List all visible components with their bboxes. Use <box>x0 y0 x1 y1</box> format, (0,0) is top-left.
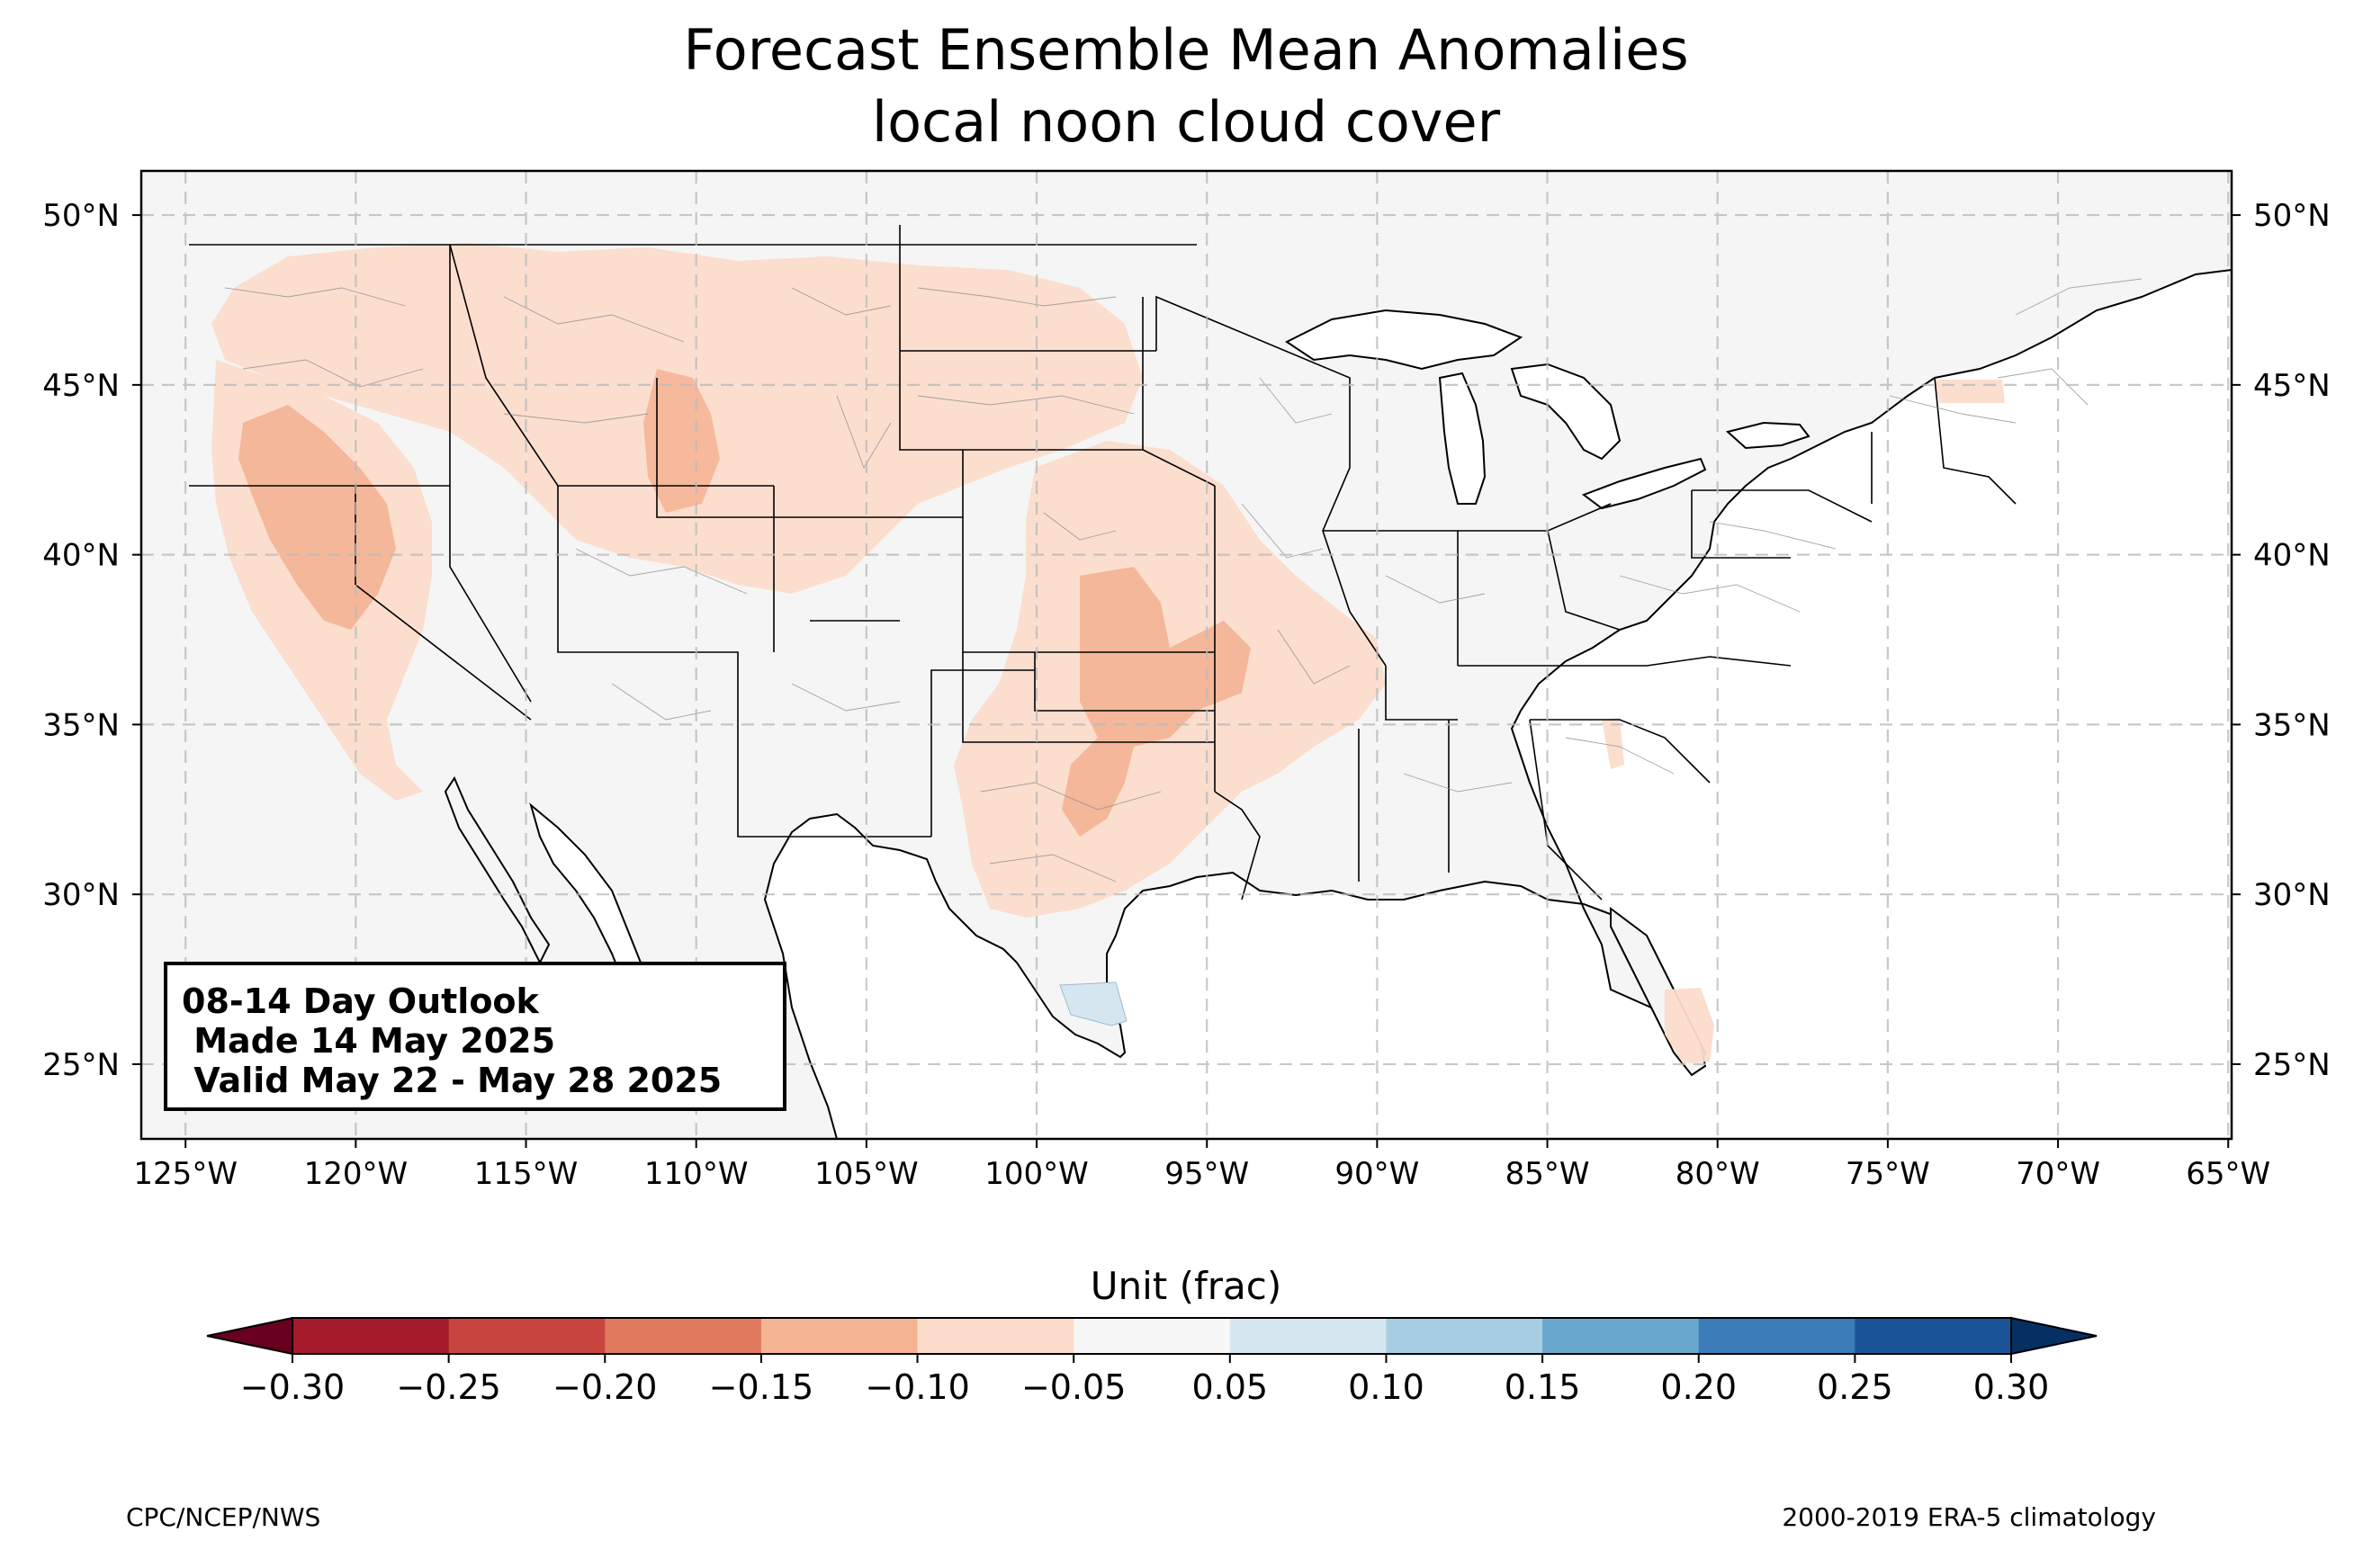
lon-tick-label: 100°W <box>984 1156 1089 1192</box>
outlook-valid-range: Valid May 22 - May 28 2025 <box>182 1061 723 1100</box>
lon-tick-label: 125°W <box>133 1156 238 1192</box>
colorbar-segment <box>917 1318 1074 1354</box>
credit-agency: CPC/NCEP/NWS <box>126 1502 321 1532</box>
colorbar-segment <box>760 1318 919 1354</box>
colorbar-tick-label: −0.30 <box>240 1367 345 1407</box>
lon-tick-label: 80°W <box>1676 1156 1760 1192</box>
colorbar-segment <box>1074 1318 1231 1354</box>
lat-tick-label-right: 50°N <box>2253 198 2331 234</box>
lat-tick-label-right: 45°N <box>2253 368 2331 404</box>
colorbar-tick-label: 0.10 <box>1348 1367 1424 1407</box>
colorbar-extend-high <box>2010 1316 2098 1356</box>
axis-ticks: 25°N 25°N 30°N 30°N 35°N 35°N 40°N 40°N 45°N 45°N… <box>42 198 2330 1192</box>
lat-tick-label-right: 30°N <box>2253 877 2331 913</box>
lake-huron <box>1510 363 1622 461</box>
lon-tick-label: 75°W <box>1846 1156 1930 1192</box>
colorbar-tick-label: −0.25 <box>396 1367 500 1407</box>
lake-michigan <box>1438 372 1487 505</box>
lat-tick-label-right: 25°N <box>2253 1047 2331 1083</box>
chart-subtitle: local noon cloud cover <box>871 89 1501 155</box>
lat-tick-label-left: 35°N <box>42 707 120 743</box>
lon-tick-label: 105°W <box>814 1156 919 1192</box>
colorbar-tick-label: 0.05 <box>1192 1367 1269 1407</box>
colorbar-tick-label: −0.10 <box>865 1367 969 1407</box>
colorbar-segment <box>1698 1318 1855 1354</box>
lake-erie <box>1581 457 1707 510</box>
anomaly-south-florida <box>1665 988 1714 1063</box>
lon-tick-label: 110°W <box>644 1156 749 1192</box>
lon-tick-label: 115°W <box>474 1156 579 1192</box>
colorbar-segment <box>1855 1318 2012 1354</box>
lon-tick-label: 65°W <box>2186 1156 2270 1192</box>
colorbar-tick-label: −0.05 <box>1021 1367 1126 1407</box>
lat-tick-label-right: 40°N <box>2253 538 2331 574</box>
colorbar-extend-low <box>206 1316 293 1356</box>
anomaly-south-texas <box>1059 981 1128 1026</box>
anomaly-carolinas-small <box>1602 718 1624 769</box>
lat-tick-label-left: 40°N <box>42 538 120 574</box>
colorbar-segment <box>1542 1318 1700 1354</box>
colorbar-tick-label: −0.20 <box>553 1367 657 1407</box>
colorbar-tick-label: −0.15 <box>709 1367 813 1407</box>
colorbar-segment <box>1229 1318 1387 1354</box>
colorbar-tick-label: 0.30 <box>1973 1367 2050 1407</box>
lon-tick-label: 90°W <box>1334 1156 1419 1192</box>
anomaly-wyoming <box>643 369 720 513</box>
lon-tick-label: 70°W <box>2016 1156 2100 1192</box>
lat-tick-label-left: 45°N <box>42 368 120 404</box>
lat-tick-label-left: 30°N <box>42 877 120 913</box>
anomaly-new-england <box>1935 380 2005 403</box>
lon-tick-label: 120°W <box>304 1156 409 1192</box>
lat-tick-label-left: 25°N <box>42 1047 120 1083</box>
colorbar-segment <box>448 1318 606 1354</box>
chart-title: Forecast Ensemble Mean Anomalies <box>683 17 1689 83</box>
colorbar-segment <box>605 1318 762 1354</box>
lake-ontario <box>1725 421 1810 450</box>
gridlines <box>141 171 2232 1139</box>
anomaly-kansas-oklahoma <box>1062 567 1251 837</box>
colorbar: −0.30 −0.25 −0.20 −0.15 −0.10 −0.05 0.05 0.10 0.… <box>206 1316 2098 1407</box>
colorbar-outline <box>292 1317 2012 1355</box>
lon-tick-label: 95°W <box>1164 1156 1249 1192</box>
map-frame <box>139 169 2233 1141</box>
outlook-info-box: 08-14 Day Outlook Made 14 May 2025 Valid… <box>164 962 786 1111</box>
lon-tick-label: 85°W <box>1505 1156 1590 1192</box>
outlook-made-date: Made 14 May 2025 <box>182 1021 556 1061</box>
lat-tick-label-right: 35°N <box>2253 707 2331 743</box>
outlook-period: 08-14 Day Outlook <box>182 981 539 1021</box>
colorbar-unit-label: Unit (frac) <box>1090 1264 1282 1308</box>
colorbar-segment <box>292 1318 450 1354</box>
lat-tick-label-left: 50°N <box>42 198 120 234</box>
credit-climatology: 2000-2019 ERA-5 climatology <box>1782 1502 2156 1532</box>
colorbar-tick-label: 0.20 <box>1660 1367 1737 1407</box>
colorbar-tick-label: 0.25 <box>1817 1367 1893 1407</box>
county-lines <box>224 278 2143 883</box>
lake-superior <box>1285 309 1523 371</box>
colorbar-tick-label: 0.15 <box>1505 1367 1581 1407</box>
colorbar-segment <box>1386 1318 1543 1354</box>
